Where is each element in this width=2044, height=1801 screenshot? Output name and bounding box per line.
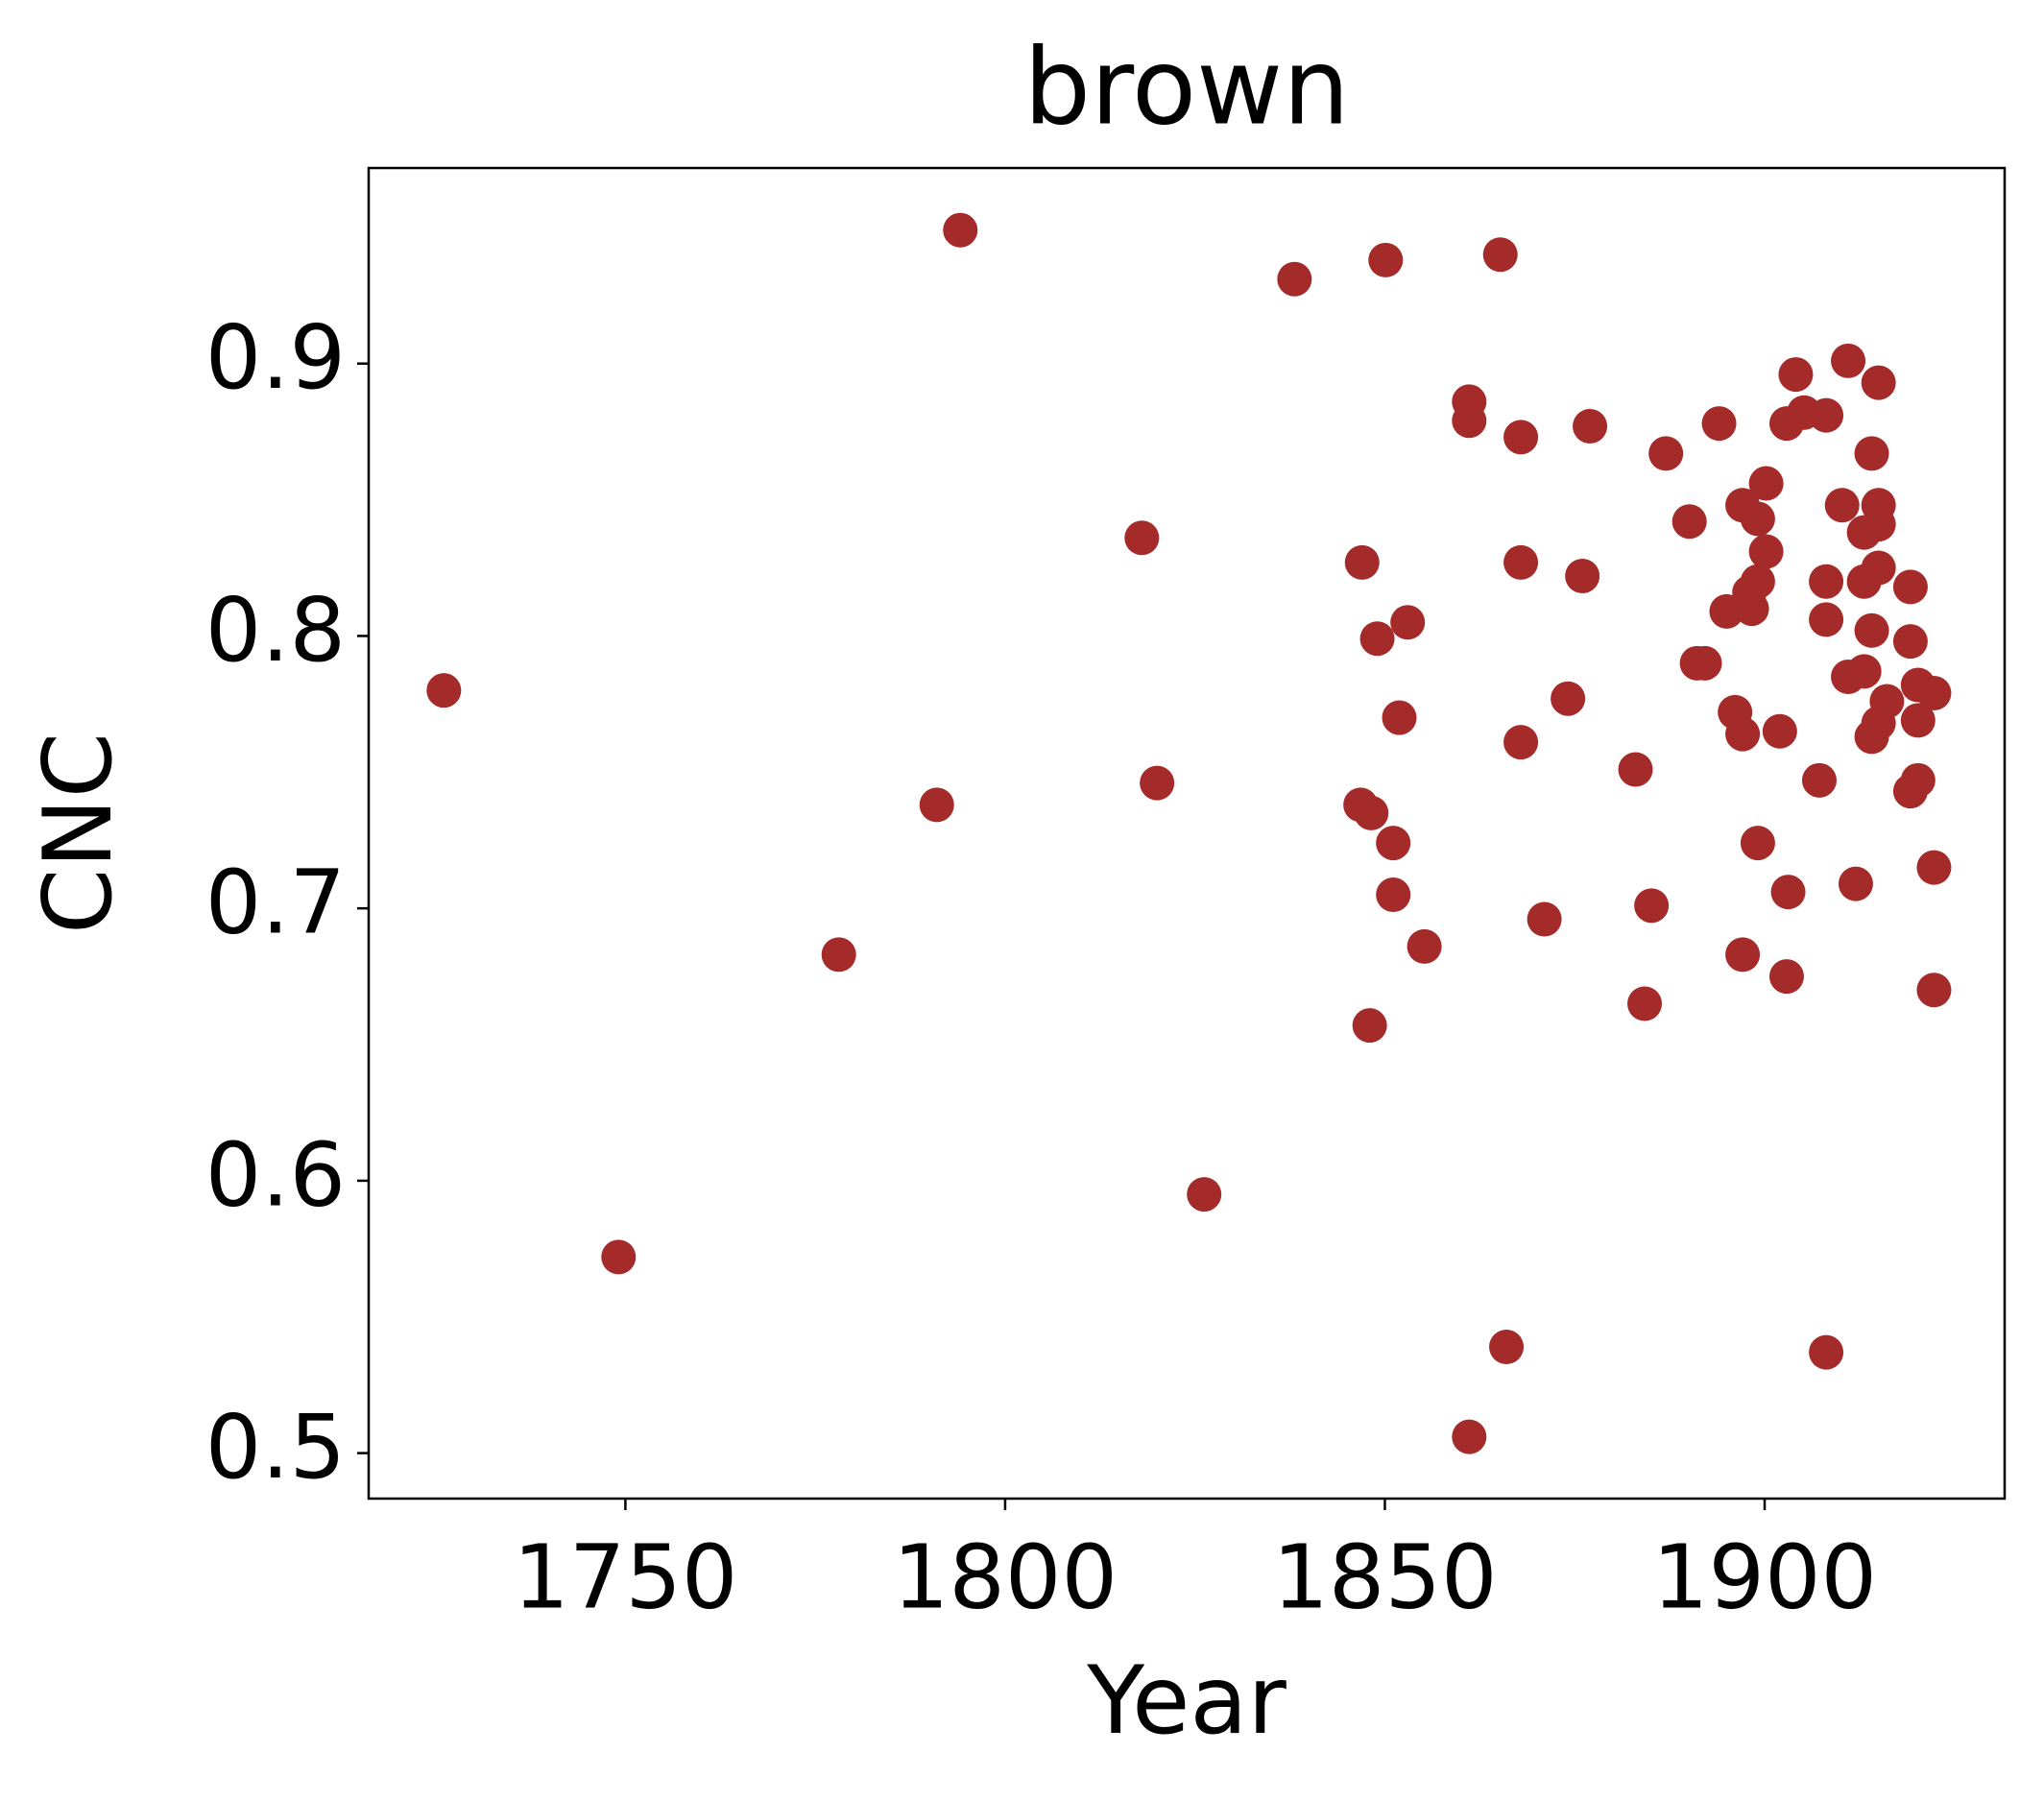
point (1277, 261, 1312, 297)
point (1382, 700, 1417, 735)
point (1892, 624, 1928, 660)
point (1861, 365, 1896, 400)
point (1565, 559, 1600, 594)
point (1892, 569, 1928, 605)
point (1916, 973, 1952, 1008)
point (1551, 681, 1586, 716)
y-tick-label: 0.9 (205, 306, 346, 409)
point (1809, 564, 1844, 599)
x-tick-label: 1800 (893, 1525, 1118, 1628)
point (1352, 1008, 1387, 1044)
point (1809, 397, 1844, 433)
chart-title: brown (1023, 25, 1350, 148)
point (1900, 703, 1936, 738)
point (1838, 866, 1873, 901)
y-axis-label: CNC (24, 732, 133, 934)
point (1748, 466, 1784, 501)
point (1861, 550, 1896, 586)
point (1854, 436, 1889, 471)
point (1503, 544, 1539, 580)
point (1503, 420, 1539, 455)
point (821, 937, 856, 973)
point (1809, 602, 1844, 637)
point (1846, 654, 1882, 689)
point (1618, 752, 1653, 787)
point (1748, 534, 1784, 569)
point (1701, 406, 1737, 442)
point (1344, 544, 1380, 580)
point (1452, 403, 1487, 439)
point (1503, 725, 1539, 760)
point (1671, 504, 1707, 540)
point (1824, 488, 1860, 523)
point (943, 212, 978, 248)
x-axis-label: Year (1086, 1646, 1287, 1756)
point (1770, 875, 1806, 910)
x-tick-label: 1900 (1652, 1525, 1877, 1628)
point (1354, 795, 1389, 830)
point (1187, 1177, 1222, 1213)
point (1740, 564, 1775, 599)
point (1900, 762, 1936, 798)
point (1489, 1329, 1525, 1364)
point (1916, 850, 1952, 885)
point (1768, 959, 1804, 995)
y-tick-label: 0.8 (205, 579, 346, 682)
point (1368, 242, 1404, 277)
point (426, 673, 462, 708)
point (1482, 237, 1518, 273)
point (1709, 593, 1744, 629)
point (601, 1239, 637, 1275)
x-tick-label: 1850 (1272, 1525, 1497, 1628)
point (1627, 986, 1663, 1021)
point (1869, 684, 1905, 719)
y-tick-label: 0.7 (205, 852, 346, 954)
point (1725, 716, 1761, 752)
y-tick-label: 0.5 (205, 1396, 346, 1499)
point (1407, 928, 1442, 964)
point (1573, 408, 1608, 444)
point (1778, 357, 1814, 393)
point (1740, 501, 1775, 537)
point (1861, 507, 1896, 542)
point (1762, 713, 1797, 749)
point (1854, 612, 1889, 648)
point (1831, 343, 1866, 378)
point (1687, 645, 1722, 681)
point (1376, 826, 1411, 861)
y-tick-label: 0.6 (205, 1123, 346, 1226)
point (1124, 520, 1160, 556)
x-tick-label: 1750 (513, 1525, 737, 1628)
point (1916, 676, 1952, 711)
point (1390, 605, 1426, 640)
point (1734, 591, 1769, 627)
point (1648, 436, 1684, 471)
point (1359, 621, 1395, 657)
point (1634, 888, 1670, 924)
point (1725, 937, 1761, 973)
point (1740, 826, 1775, 861)
point (1527, 901, 1562, 937)
point (1376, 876, 1411, 912)
point (919, 787, 954, 823)
plot-frame (367, 166, 2007, 1501)
point (1809, 1334, 1844, 1370)
point (1452, 1419, 1487, 1454)
point (1140, 765, 1175, 801)
point (1801, 762, 1837, 798)
